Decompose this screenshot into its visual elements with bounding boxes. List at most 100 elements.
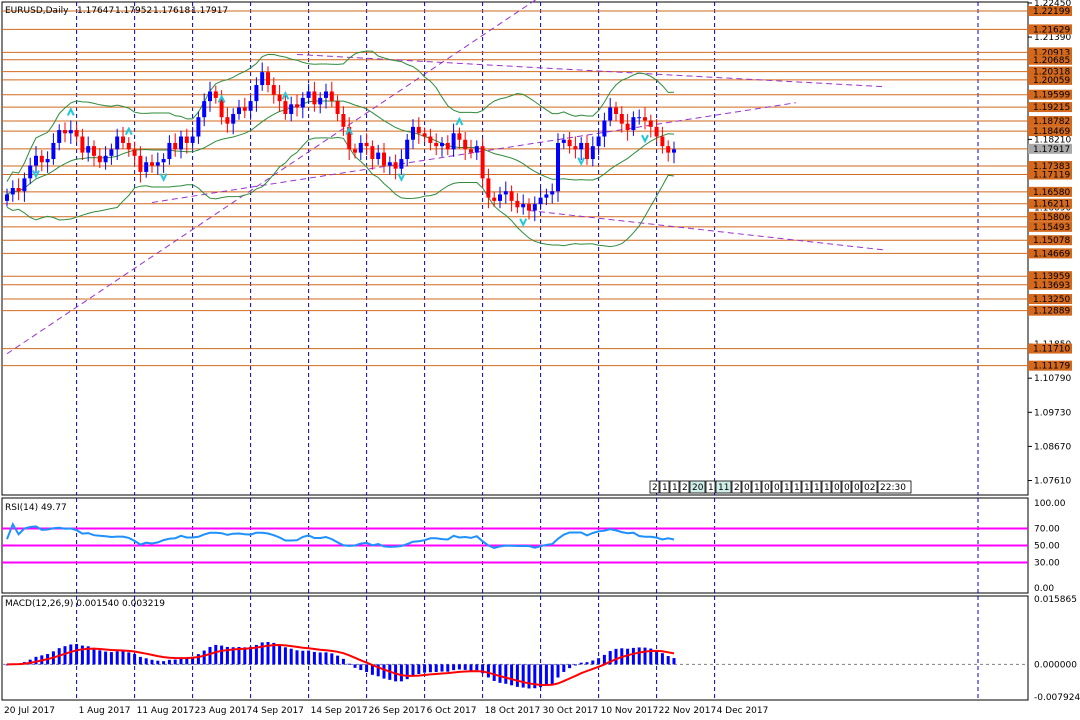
candle-body	[74, 130, 79, 137]
info-box-text: 1	[754, 483, 760, 493]
level-tag-label: 1.18782	[1033, 117, 1070, 127]
candle-body	[138, 155, 143, 172]
macd-bar	[144, 658, 148, 665]
macd-bar	[191, 656, 195, 665]
macd-bar	[521, 664, 525, 688]
fractal-marker	[32, 170, 40, 179]
info-box-text: 1	[662, 483, 668, 493]
candle-body	[179, 136, 183, 150]
macd-label: MACD(12,26,9) 0.001540 0.003219	[5, 599, 165, 609]
candle-body	[51, 142, 56, 160]
level-tag	[1028, 74, 1072, 85]
candle-body	[260, 72, 265, 86]
level-tag-label: 1.13959	[1033, 272, 1070, 282]
price-pane: 2 1 1 2 20 1 11 2 0 1 0 0 1 1 1 1 1 0 0 0 02 22:30	[2, 0, 1028, 495]
candle-body	[619, 113, 624, 124]
macd-bar	[173, 659, 177, 665]
macd-bar	[330, 653, 334, 665]
rsi-tick-label: 50.00	[1034, 542, 1060, 552]
info-box-text: 20	[692, 483, 704, 493]
info-box	[821, 480, 832, 494]
info-box-text: 1	[794, 483, 800, 493]
level-tag	[1028, 66, 1072, 77]
level-tag	[1028, 24, 1072, 35]
level-tag	[1028, 54, 1072, 65]
candle-body	[86, 146, 91, 153]
macd-bar	[347, 663, 351, 665]
candle-body	[532, 204, 537, 211]
macd-bar	[266, 641, 270, 665]
level-tag	[1028, 102, 1072, 113]
ohlc-close: 1.17917	[191, 6, 228, 16]
macd-bar	[510, 664, 514, 686]
candle-body	[39, 155, 44, 163]
candle-body	[5, 194, 9, 201]
info-box	[781, 480, 792, 494]
rsi-tick-label: 30.00	[1034, 559, 1060, 569]
info-box-text: 2	[652, 483, 658, 493]
level-tag-label: 1.13693	[1033, 281, 1070, 291]
date-label: 14 Sep 2017	[311, 706, 368, 716]
macd-bar	[272, 642, 276, 665]
macd-bar	[5, 664, 9, 666]
candle-body	[596, 136, 601, 147]
rsi-pane: 100.00 70.00 50.00 30.00 0.00	[2, 498, 1066, 594]
candle-body	[121, 136, 125, 143]
macd-bar	[278, 644, 282, 665]
candle-body	[231, 113, 236, 124]
price-axis: 1.224501.213901.203251.192651.182101.171…	[1028, 0, 1072, 487]
ohlc-open: 1.17647	[77, 6, 114, 16]
price-tick-label: 1.09730	[1034, 408, 1071, 418]
candle-body	[544, 194, 549, 198]
candle-body	[654, 126, 659, 137]
macd-bar	[533, 664, 537, 689]
fractal-marker	[641, 134, 649, 144]
info-box-text: 1	[814, 483, 820, 493]
info-box-text: 0	[744, 483, 750, 493]
candle-body	[666, 146, 671, 153]
price-tick-label: 1.07610	[1034, 477, 1071, 487]
level-tag	[1028, 116, 1072, 127]
level-tag	[1028, 186, 1072, 197]
fractal-marker	[397, 173, 406, 182]
macd-bar	[608, 651, 612, 665]
candle-body	[567, 139, 572, 147]
macd-bar	[637, 647, 641, 665]
macd-bar	[249, 646, 253, 665]
macd-bar	[562, 664, 566, 672]
macd-bar	[475, 664, 479, 671]
level-tag	[1028, 89, 1072, 100]
info-box-text: 0	[774, 483, 780, 493]
candle-body	[434, 142, 439, 147]
price-tick-label: 1.22450	[1034, 0, 1071, 9]
info-box	[791, 480, 802, 494]
candle-body	[63, 130, 67, 134]
candle-body	[515, 200, 520, 208]
macd-bar	[597, 658, 601, 665]
macd-bar	[231, 647, 235, 665]
candle-body	[602, 120, 607, 137]
macd-bar	[481, 664, 485, 674]
level-tag	[1028, 6, 1072, 17]
fractal-marker	[217, 94, 226, 103]
date-label: 23 Aug 2017	[195, 706, 253, 716]
info-box-text: 2	[682, 483, 688, 493]
macd-bar	[492, 664, 496, 681]
macd-bar	[243, 647, 247, 665]
macd-bar	[666, 656, 670, 665]
candle-body	[45, 159, 50, 163]
macd-bar	[649, 648, 653, 665]
macd-bar	[411, 664, 415, 676]
info-box	[669, 480, 680, 494]
candle-body	[370, 146, 375, 160]
macd-bar	[423, 664, 427, 673]
candle-body	[422, 133, 427, 137]
macd-bar	[167, 659, 171, 665]
macd-bar	[341, 658, 345, 665]
candle-body	[219, 97, 224, 118]
price-tick-label: 1.21390	[1034, 33, 1071, 43]
macd-bar	[434, 664, 438, 673]
macd-bar	[115, 651, 119, 665]
date-label: 20 Jul 2017	[4, 706, 55, 716]
